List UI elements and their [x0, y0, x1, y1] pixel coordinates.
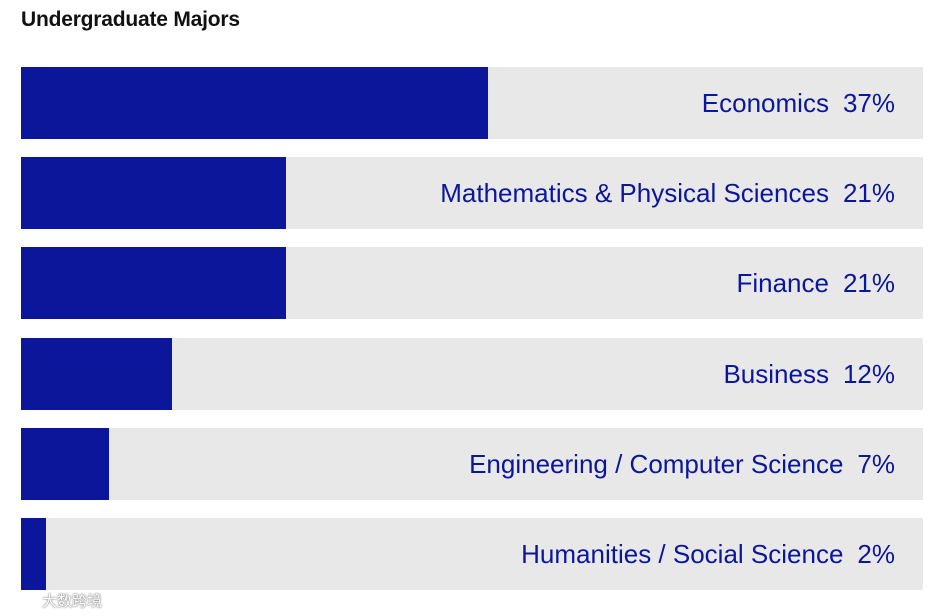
bar — [21, 247, 286, 319]
bar-track: Humanities / Social Science 2% — [21, 518, 923, 590]
bar-track: Economics 37% — [21, 67, 923, 139]
bar-track: Finance 21% — [21, 247, 923, 319]
bar-label: Engineering / Computer Science 7% — [469, 428, 895, 500]
bar-track: Mathematics & Physical Sciences 21% — [21, 157, 923, 229]
bar-label: Finance 21% — [736, 247, 895, 319]
category-label: Engineering / Computer Science — [469, 448, 844, 479]
watermark-text: 大数跨境 — [42, 592, 103, 610]
category-label: Finance — [736, 267, 829, 298]
bar — [21, 518, 47, 590]
bar — [21, 157, 286, 229]
chart-title: Undergraduate Majors — [21, 8, 240, 31]
category-label: Humanities / Social Science — [521, 538, 844, 569]
value-label: 2% — [857, 538, 895, 569]
bar-label: Mathematics & Physical Sciences 21% — [440, 157, 895, 229]
bar-label: Humanities / Social Science 2% — [521, 518, 895, 590]
bar-track: Business 12% — [21, 338, 923, 410]
value-label: 12% — [842, 358, 895, 389]
watermark: 大数跨境 — [8, 590, 102, 611]
bar — [21, 67, 488, 139]
value-label: 7% — [857, 448, 895, 479]
value-label: 37% — [842, 87, 895, 118]
category-label: Mathematics & Physical Sciences — [440, 177, 829, 208]
category-label: Economics — [701, 87, 829, 118]
bar-label: Business 12% — [723, 338, 895, 410]
bar — [21, 428, 110, 500]
bar-label: Economics 37% — [702, 67, 895, 139]
value-label: 21% — [842, 267, 895, 298]
watermark-logo-icon — [9, 594, 33, 607]
value-label: 21% — [842, 177, 895, 208]
category-label: Business — [723, 358, 829, 389]
bar-track: Engineering / Computer Science 7% — [21, 428, 923, 500]
bar — [21, 338, 173, 410]
